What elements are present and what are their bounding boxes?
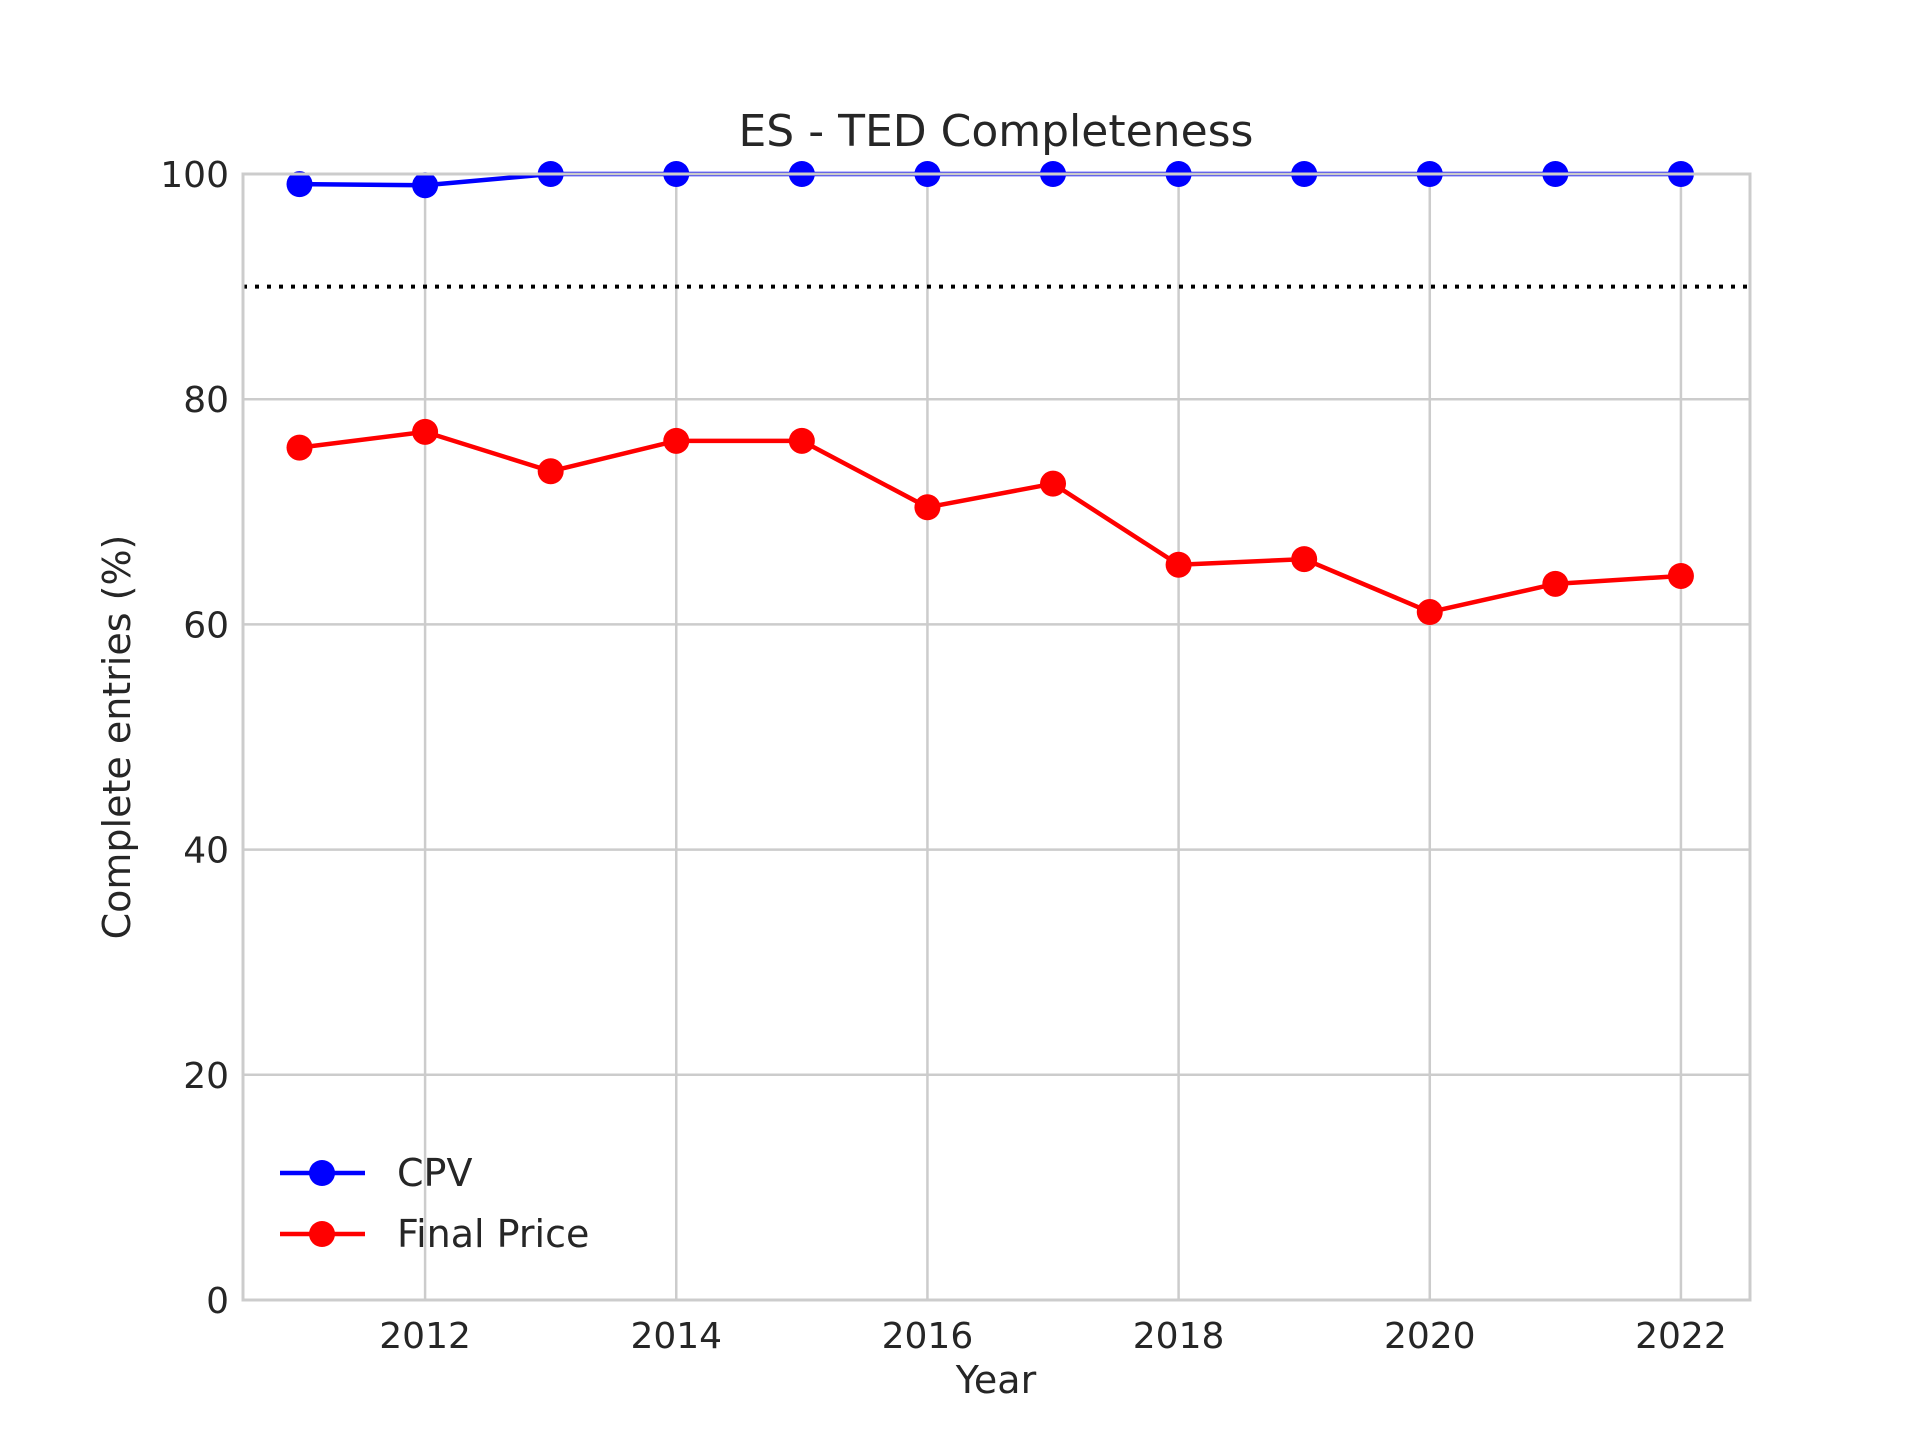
y-axis-label: Complete entries (%) (95, 535, 139, 940)
legend-label: Final Price (397, 1212, 589, 1256)
tick-labels: 2012 2014 2016 2018 2020 2022 0 20 40 60 80 100 (160, 155, 1726, 1357)
data-point-cpv (286, 171, 313, 198)
x-tick-label: 2018 (1133, 1316, 1225, 1357)
data-point-final-price (1291, 546, 1318, 573)
data-point-final-price (914, 494, 941, 521)
chart-title: ES - TED Completeness (739, 106, 1254, 157)
data-point-final-price (286, 434, 313, 461)
data-point-final-price (537, 458, 564, 485)
data-point-final-price (1040, 470, 1067, 497)
data-point-final-price (1165, 551, 1192, 578)
legend-item-final-price: Final Price (280, 1212, 589, 1256)
y-tick-label: 60 (183, 605, 229, 646)
x-tick-label: 2020 (1384, 1316, 1476, 1357)
x-axis-label: Year (955, 1358, 1037, 1402)
x-tick-label: 2016 (882, 1316, 974, 1357)
series-line-cpv (297, 171, 1684, 188)
y-tick-label: 100 (160, 155, 229, 196)
data-point-final-price (1416, 599, 1443, 626)
series-line-final-price (297, 429, 1684, 615)
legend: CPV Final Price (280, 1151, 589, 1256)
data-point-final-price (663, 427, 690, 454)
y-tick-label: 20 (183, 1056, 229, 1097)
plot-frame (241, 172, 1752, 1302)
legend-marker (309, 1221, 335, 1247)
y-tick-label: 40 (183, 831, 229, 872)
data-point-final-price (1667, 562, 1694, 589)
series-cpv (286, 161, 1694, 199)
x-tick-label: 2022 (1635, 1316, 1727, 1357)
x-tick-label: 2012 (379, 1316, 471, 1357)
legend-item-cpv: CPV (280, 1151, 472, 1195)
grid (243, 172, 1750, 1302)
data-point-final-price (412, 418, 439, 445)
data-point-cpv (412, 172, 439, 199)
series-group (286, 161, 1694, 626)
y-tick-label: 0 (206, 1281, 229, 1322)
legend-marker (309, 1160, 335, 1186)
y-tick-label: 80 (183, 380, 229, 421)
data-point-final-price (1542, 570, 1569, 597)
series-final-price (286, 418, 1694, 626)
data-point-final-price (788, 427, 815, 454)
x-tick-label: 2014 (630, 1316, 722, 1357)
legend-label: CPV (397, 1151, 472, 1195)
